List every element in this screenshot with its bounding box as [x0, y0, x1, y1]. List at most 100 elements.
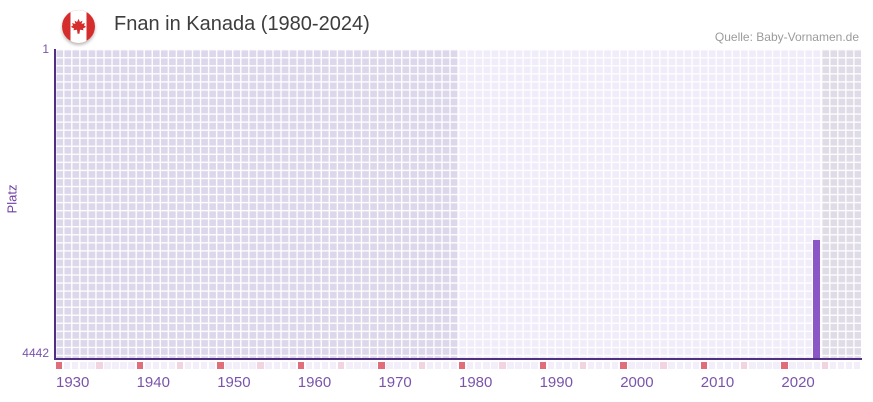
year-tick-1941 [144, 361, 151, 369]
year-tick-1933 [80, 361, 87, 369]
year-tick-2021 [789, 361, 796, 369]
year-tick-1957 [273, 361, 280, 369]
x-tick-label-1930: 1930 [56, 374, 90, 391]
year-tick-1977 [434, 361, 442, 369]
year-tick-1979 [450, 361, 458, 369]
year-tick-1981 [466, 361, 474, 369]
year-tick-2022 [797, 361, 804, 369]
year-tick-2015 [741, 361, 748, 369]
year-tick-1951 [225, 361, 232, 369]
year-tick-2005 [660, 361, 667, 369]
year-tick-1950 [217, 361, 224, 369]
year-tick-2026 [829, 361, 837, 369]
year-tick-1978 [442, 361, 450, 369]
plot-area [55, 49, 861, 358]
year-tick-1975 [418, 361, 426, 369]
year-tick-1984 [491, 361, 498, 369]
year-tick-2023 [805, 361, 812, 369]
year-tick-1943 [160, 361, 168, 369]
year-tick-1994 [571, 361, 579, 369]
year-tick-2024 [813, 361, 820, 369]
year-tick-1944 [168, 361, 176, 369]
year-tick-1983 [483, 361, 490, 369]
year-tick-1964 [329, 361, 337, 369]
year-tick-2016 [749, 361, 756, 369]
year-tick-2008 [684, 361, 692, 369]
year-tick-1985 [499, 361, 506, 369]
x-tick-label-1950: 1950 [217, 374, 251, 391]
year-tick-1992 [555, 361, 563, 369]
region-before-range [55, 49, 458, 358]
year-tick-2014 [732, 361, 740, 369]
year-tick-2012 [716, 361, 724, 369]
year-tick-1973 [402, 361, 409, 369]
region-after-range [820, 49, 861, 358]
year-tick-1989 [531, 361, 538, 369]
year-tick-1970 [378, 361, 385, 369]
page-title: Fnan in Kanada (1980-2024) [114, 13, 370, 35]
year-tick-2007 [676, 361, 683, 369]
rank-bar-2024[interactable] [813, 240, 820, 358]
year-tick-1938 [120, 361, 127, 369]
year-tick-1966 [346, 361, 353, 369]
year-tick-1942 [152, 361, 160, 369]
year-tick-1998 [603, 361, 611, 369]
year-tick-1990 [539, 361, 546, 369]
y-axis-title: Platz [4, 184, 20, 214]
year-tick-2017 [757, 361, 764, 369]
year-tick-1987 [515, 361, 522, 369]
year-tick-2009 [692, 361, 700, 369]
year-tick-1945 [176, 361, 184, 369]
year-tick-1930 [55, 361, 63, 369]
y-axis-line [53, 49, 56, 360]
year-tick-1972 [394, 361, 401, 369]
region-in-range [458, 49, 821, 358]
year-tick-2025 [821, 361, 829, 369]
year-tick-1958 [281, 361, 289, 369]
year-tick-1935 [96, 361, 103, 369]
year-tick-1962 [313, 361, 321, 369]
year-tick-1997 [595, 361, 603, 369]
year-tick-1963 [321, 361, 329, 369]
year-tick-1999 [612, 361, 619, 369]
year-tick-1947 [192, 361, 200, 369]
year-tick-1971 [386, 361, 393, 369]
year-tick-1968 [362, 361, 369, 369]
x-tick-label-1940: 1940 [136, 374, 170, 391]
year-tick-1953 [241, 361, 248, 369]
y-tick-label-top: 1 [42, 42, 49, 56]
year-tick-2006 [668, 361, 675, 369]
year-tick-2013 [724, 361, 732, 369]
year-tick-1932 [72, 361, 79, 369]
year-tick-2002 [636, 361, 643, 369]
year-tick-1976 [426, 361, 434, 369]
year-tick-1959 [289, 361, 297, 369]
x-tick-label-1970: 1970 [378, 374, 412, 391]
year-tick-1969 [370, 361, 377, 369]
x-axis-line [53, 357, 862, 360]
year-tick-2003 [644, 361, 651, 369]
year-tick-1956 [265, 361, 272, 369]
year-tick-1993 [563, 361, 571, 369]
year-tick-1996 [587, 361, 595, 369]
year-tick-1952 [233, 361, 240, 369]
x-axis-year-ruler [55, 361, 861, 369]
year-tick-1939 [128, 361, 135, 369]
x-tick-label-2010: 2010 [700, 374, 735, 391]
x-tick-label-1990: 1990 [539, 374, 573, 391]
year-tick-1936 [104, 361, 111, 369]
year-tick-1937 [112, 361, 119, 369]
year-tick-1974 [410, 361, 417, 369]
year-tick-1949 [209, 361, 216, 369]
year-tick-1934 [88, 361, 95, 369]
year-tick-1986 [507, 361, 514, 369]
year-tick-1946 [184, 361, 192, 369]
year-tick-2019 [773, 361, 780, 369]
x-tick-label-1960: 1960 [297, 374, 332, 391]
year-tick-1940 [136, 361, 143, 369]
year-tick-1995 [579, 361, 587, 369]
year-tick-1991 [547, 361, 554, 369]
y-tick-label-bottom: 4442 [22, 346, 49, 360]
year-tick-1931 [63, 361, 71, 369]
